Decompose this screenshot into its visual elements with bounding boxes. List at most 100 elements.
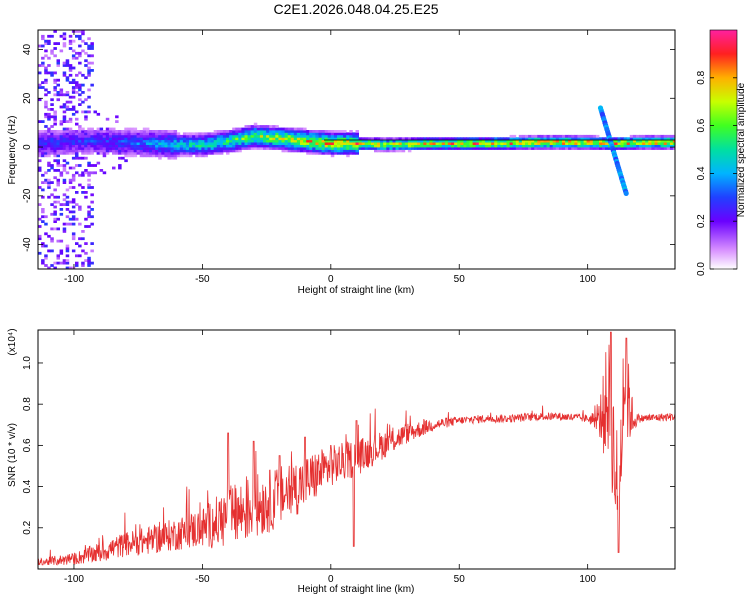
spectrogram-cell: [87, 149, 91, 153]
spectrogram-cell: [330, 130, 335, 133]
spectrogram-cell: [642, 137, 646, 141]
spectrogram-cell: [78, 37, 82, 41]
spectrogram-cell: [435, 147, 440, 150]
spectrogram-cell: [417, 142, 421, 145]
spectrogram-cell: [158, 147, 162, 150]
spectrogram-cell: [614, 144, 618, 148]
spectrogram-cell: [62, 132, 67, 136]
spectrogram-cell: [330, 147, 335, 150]
spectrogram-cell: [68, 100, 73, 104]
spectrogram-cell: [429, 139, 433, 143]
spectrogram-cell: [660, 142, 665, 145]
spectrogram-cell: [247, 142, 252, 145]
spectrogram-cell: [176, 132, 181, 136]
spectrogram-cell: [170, 151, 174, 155]
spectrogram-cell: [284, 130, 289, 133]
spectrogram-cell: [170, 147, 174, 150]
spectrogram-cell: [59, 251, 64, 255]
spectrogram-cell: [84, 195, 88, 199]
spectrogram-cell: [87, 139, 91, 143]
spectrogram-cell: [50, 147, 54, 150]
spectrogram-cell: [136, 149, 141, 153]
spectrogram-cell: [124, 137, 128, 141]
spectrogram-cell: [47, 234, 51, 238]
spectrogram-cell: [549, 147, 554, 150]
spectrogram-cell: [580, 142, 584, 145]
spectrogram-cell: [71, 49, 76, 53]
spectrogram-cell: [68, 64, 73, 67]
spectrogram-cell: [65, 93, 70, 97]
spectrogram-cell: [324, 147, 329, 150]
spectrogram-cell: [78, 30, 82, 33]
spectrogram-cell: [595, 142, 600, 145]
spectrogram-cell: [318, 142, 322, 145]
spectrogram-cell: [139, 142, 144, 145]
spectrogram-cell: [330, 134, 335, 138]
spectrogram-cell: [155, 130, 159, 133]
spectrogram-cell: [47, 137, 51, 141]
spectrogram-cell: [531, 137, 535, 141]
spectrogram-cell: [509, 139, 514, 143]
spectrogram-cell: [195, 134, 199, 138]
spectrogram-cell: [133, 149, 138, 153]
spectrogram-cell: [93, 149, 97, 153]
snr-plot-area: [38, 330, 675, 569]
spectrogram-cell: [71, 78, 76, 82]
spectrogram-cell: [65, 120, 70, 123]
spectrogram-cell: [226, 137, 230, 141]
spectrogram-cell: [503, 137, 507, 141]
spectrogram-cell: [99, 147, 104, 150]
spectrogram-cell: [648, 142, 652, 145]
spectrogram-cell: [59, 151, 64, 155]
spectrogram-cell: [574, 147, 578, 150]
spectrogram-cell: [250, 127, 255, 131]
spectrogram-cell: [605, 142, 609, 145]
spectrogram-cell: [497, 147, 501, 150]
spectrogram-cell: [423, 144, 427, 148]
spectrogram-cell: [62, 169, 67, 172]
spectrogram-cell: [595, 147, 600, 150]
spectrogram-cell: [639, 137, 643, 141]
spectrogram-cell: [50, 115, 54, 119]
spectrogram-cell: [216, 147, 221, 150]
spectrogram-cell: [75, 261, 79, 265]
spectrogram-cell: [71, 173, 76, 177]
spectrogram-cell: [99, 139, 104, 143]
spectrogram-cell: [155, 147, 159, 150]
spectrogram-cell: [118, 147, 122, 150]
spectrogram-cell: [472, 144, 477, 148]
colorbar-tick-label: 0.0: [696, 262, 707, 276]
spectrogram-cell: [232, 149, 236, 153]
spectrogram-cell: [358, 144, 363, 148]
spectrogram-cell: [75, 254, 79, 258]
spectrogram-cell: [420, 142, 424, 145]
spectrogram-cell: [71, 105, 76, 109]
spectrogram-cell: [99, 144, 104, 148]
spectrogram-cell: [84, 42, 88, 45]
spectrogram-cell: [47, 134, 51, 138]
spectrogram-x-tick-label: 100: [579, 274, 596, 285]
spectrogram-cell: [53, 120, 57, 123]
spectrogram-cell: [565, 134, 569, 138]
colorbar: 0.00.20.40.60.8 Normalized spectral ampl…: [696, 29, 747, 276]
spectrogram-cell: [182, 154, 187, 158]
spectrogram-cell: [142, 147, 147, 150]
spectrogram-cell: [176, 134, 181, 138]
spectrogram-cell: [50, 237, 54, 241]
spectrogram-cell: [226, 147, 230, 150]
spectrogram-cell: [546, 147, 551, 150]
spectrogram-cell: [392, 142, 396, 145]
spectrogram-cell: [71, 66, 76, 70]
spectrogram-cell: [398, 147, 403, 150]
spectrogram-cell: [78, 44, 82, 48]
spectrogram-cell: [90, 193, 94, 197]
spectrogram-cell: [41, 81, 45, 84]
spectrogram-cell: [41, 44, 45, 48]
spectrogram-cell: [44, 125, 48, 128]
spectrogram-cell: [367, 142, 372, 145]
spectrogram-cell: [651, 139, 655, 143]
spectrogram-cell: [198, 139, 202, 143]
spectrogram-cell: [41, 220, 45, 223]
spectrogram-cell: [59, 49, 64, 53]
spectrogram-cell: [130, 144, 134, 148]
